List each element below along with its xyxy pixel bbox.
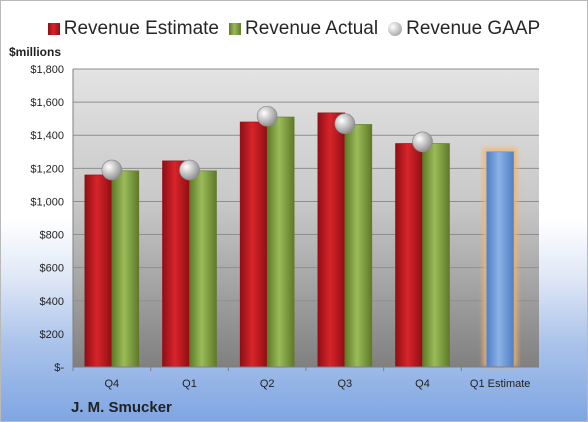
y-tick-label: $200 <box>40 329 64 341</box>
bar-revenue-actual <box>189 170 217 368</box>
y-tick-label: $1,800 <box>30 64 64 76</box>
legend-item-gaap: Revenue GAAP <box>388 18 540 40</box>
bar-future-estimate <box>486 151 515 368</box>
point-revenue-gaap <box>412 131 433 153</box>
x-tick-label: Q2 <box>260 378 275 390</box>
y-tick-label: $400 <box>40 296 64 308</box>
point-revenue-gaap <box>179 159 200 181</box>
y-tick-label: $600 <box>40 263 64 275</box>
y-tick-label: $- <box>54 362 64 374</box>
point-revenue-gaap <box>256 105 278 127</box>
plot-background <box>73 69 539 367</box>
y-tick-label: $800 <box>40 230 64 242</box>
legend-item-estimate: Revenue Estimate <box>47 18 219 40</box>
x-tick-label: Q3 <box>337 378 352 390</box>
bar-revenue-estimate <box>395 143 423 368</box>
bar-revenue-estimate <box>317 112 346 368</box>
x-axis: Q4 Q1 Q2 Q3 Q4 Q1 Estimate <box>72 366 539 390</box>
bar-revenue-estimate <box>162 160 190 368</box>
x-tick-label: Q1 Estimate <box>470 378 531 390</box>
legend-actual-label: Revenue Actual <box>245 18 379 39</box>
y-tick-label: $1,000 <box>30 196 64 208</box>
bar-revenue-actual <box>422 143 450 368</box>
x-tick-label: Q4 <box>104 378 119 390</box>
y-tick-label: $1,200 <box>30 163 64 175</box>
legend-item-actual: Revenue Actual <box>229 18 378 40</box>
y-axis: $- $200 $400 $600 $800 $1,000 $1,200 $1,400 $1,6… <box>30 64 74 374</box>
gaap-series <box>101 105 433 181</box>
x-tick-label: Q4 <box>415 378 430 390</box>
estimate-swatch <box>47 23 60 35</box>
chart-legend: Revenue Estimate Revenue Actual Revenue … <box>1 15 587 43</box>
y-tick-label: $1,600 <box>30 97 64 109</box>
company-name: J. M. Smucker <box>71 399 172 416</box>
gaap-swatch <box>388 22 403 36</box>
bar-revenue-actual <box>344 124 373 368</box>
point-revenue-gaap <box>101 159 123 181</box>
actual-swatch <box>229 23 241 35</box>
bar-revenue-estimate <box>84 174 113 368</box>
bar-series <box>84 112 518 368</box>
y-axis-units-label: $millions <box>9 45 62 59</box>
legend-gaap-label: Revenue GAAP <box>406 18 541 39</box>
bar-revenue-actual <box>111 170 140 368</box>
y-tick-label: $1,400 <box>30 130 64 142</box>
x-tick-label: Q1 <box>182 378 197 390</box>
legend-estimate-label: Revenue Estimate <box>63 18 219 39</box>
point-revenue-gaap <box>334 113 356 134</box>
bar-revenue-estimate <box>239 121 268 368</box>
plot-area <box>73 69 539 367</box>
bar-revenue-actual <box>266 116 295 368</box>
